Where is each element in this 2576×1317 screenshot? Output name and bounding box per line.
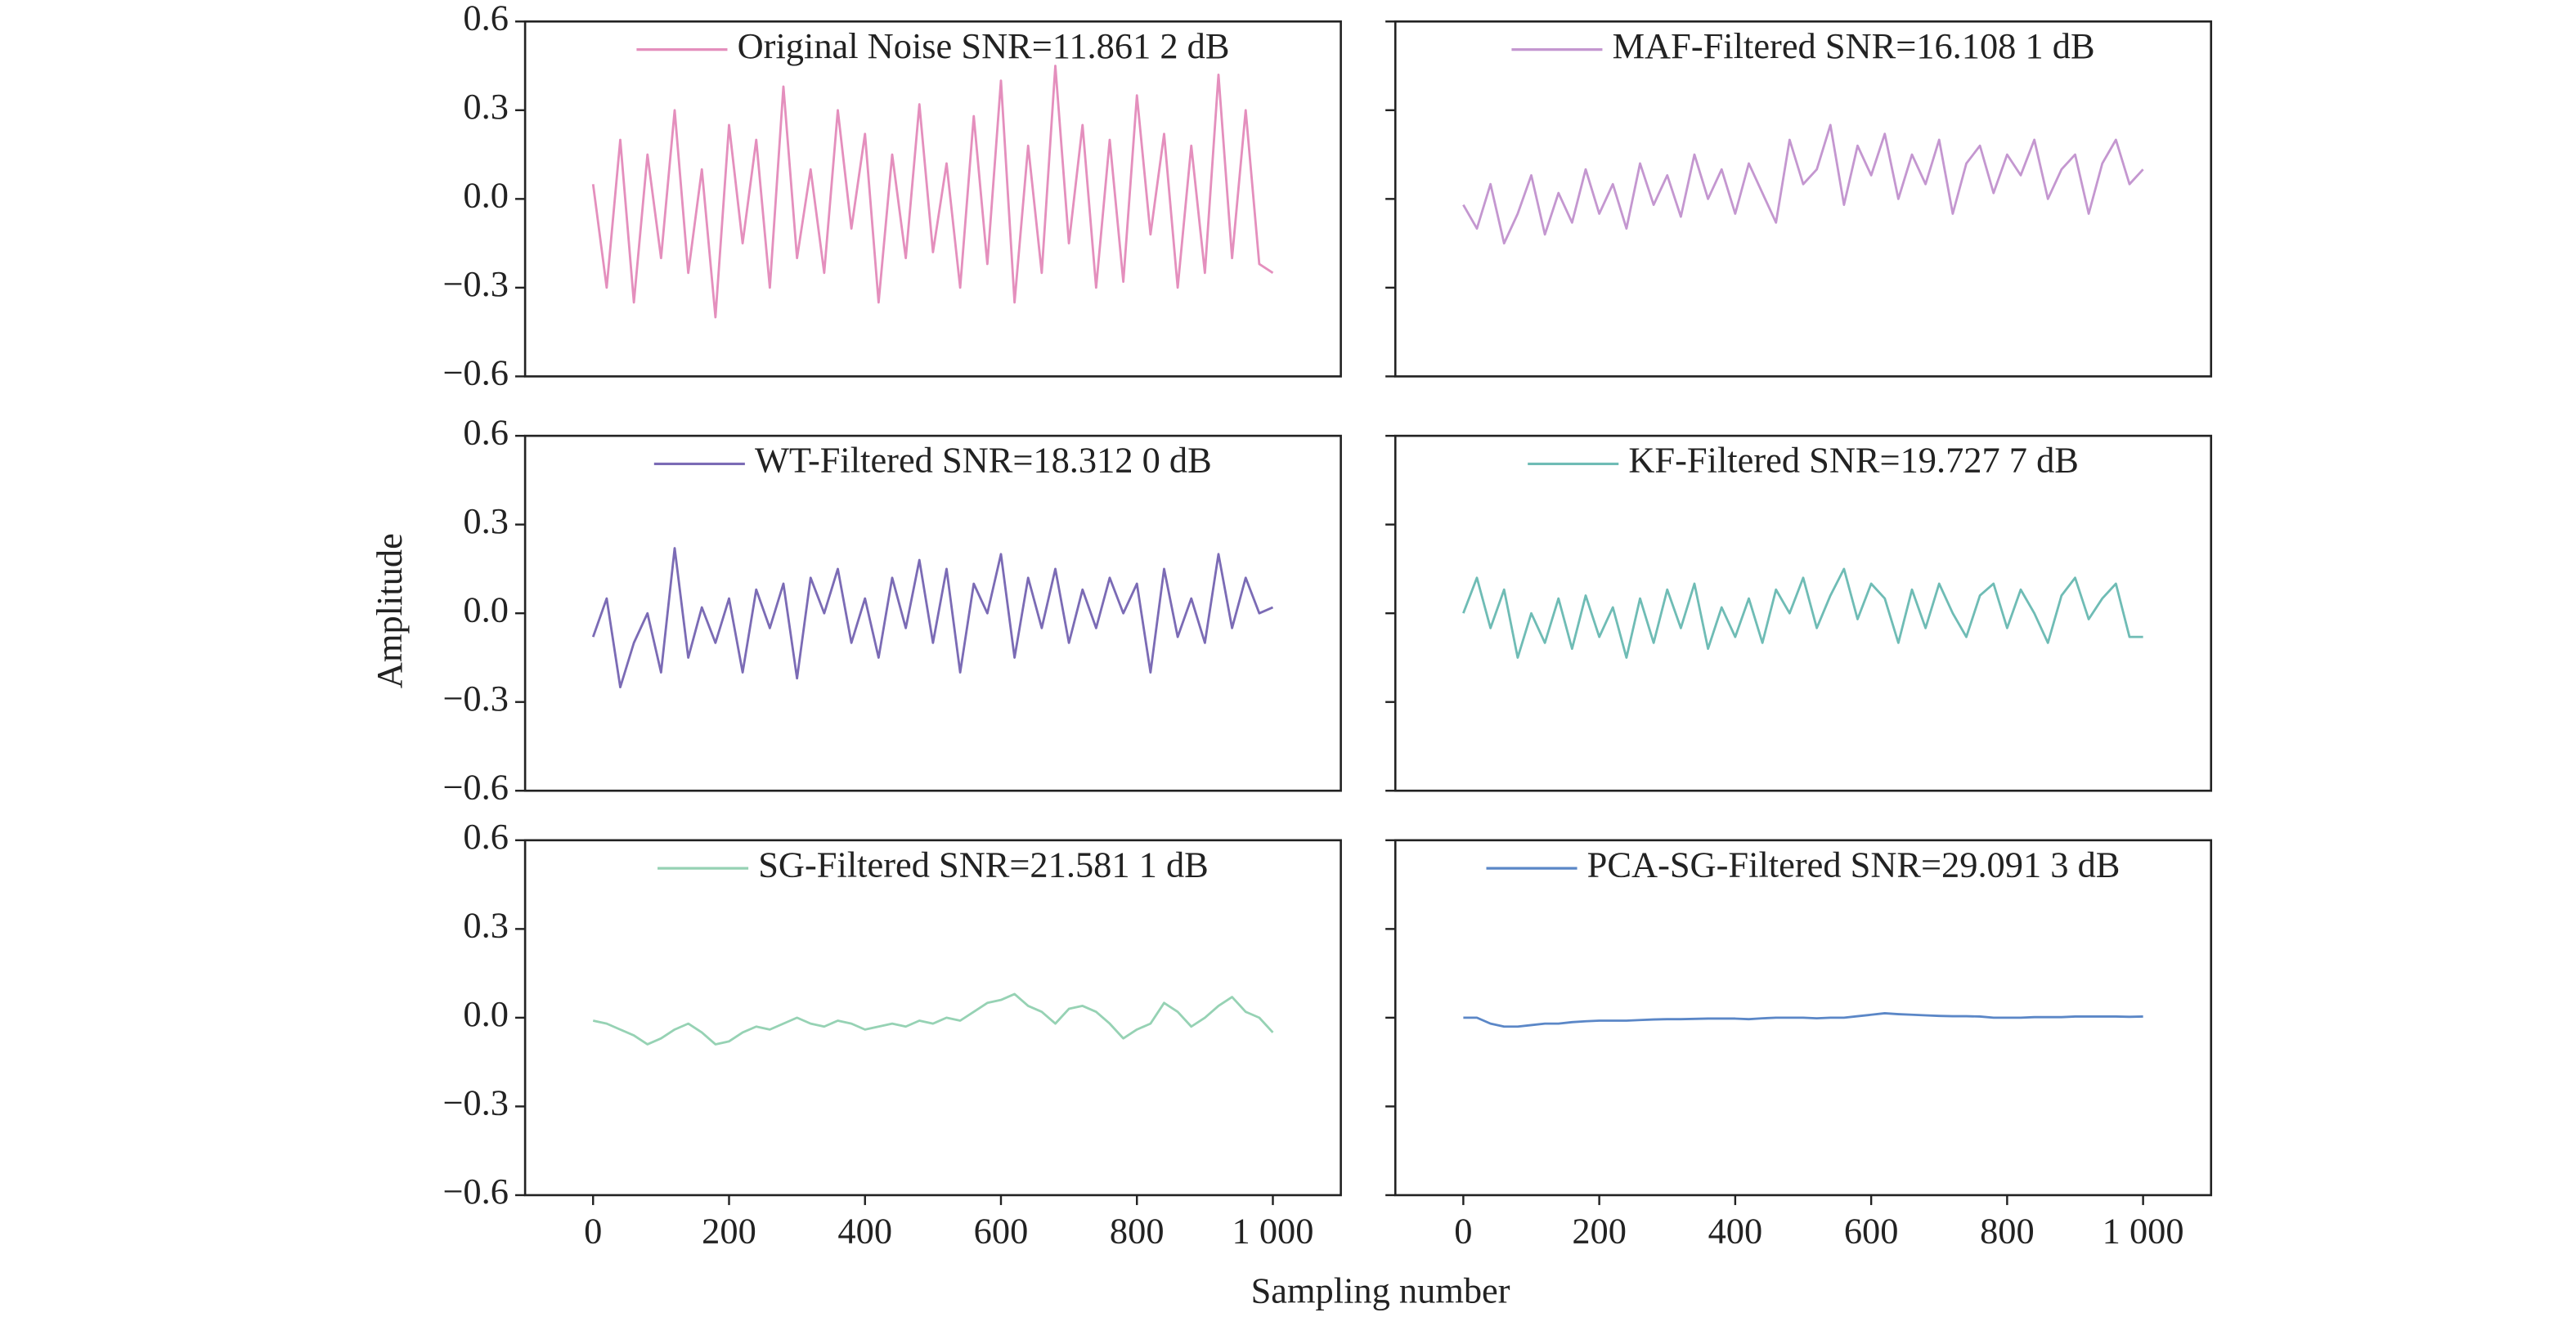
x-tick-label: 0 bbox=[1454, 1211, 1472, 1252]
x-tick-label: 200 bbox=[1572, 1211, 1627, 1252]
plot-frame bbox=[523, 839, 1342, 1197]
legend: PCA-SG-Filtered SNR=29.091 3 dB bbox=[1486, 844, 2120, 885]
legend: Original Noise SNR=11.861 2 dB bbox=[636, 25, 1230, 66]
plot-frame bbox=[1393, 20, 2213, 378]
legend-label: MAF-Filtered SNR=16.108 1 dB bbox=[1613, 25, 2095, 66]
data-line bbox=[1462, 567, 2143, 659]
y-tick-label: 0.3 bbox=[463, 500, 509, 541]
y-tick-label: 0.0 bbox=[463, 175, 509, 216]
legend-label: SG-Filtered SNR=21.581 1 dB bbox=[758, 844, 1209, 885]
x-axis-label: Sampling number bbox=[1251, 1270, 1510, 1310]
x-tick-label: 400 bbox=[837, 1211, 892, 1252]
data-line bbox=[591, 65, 1274, 319]
y-tick-label: −0.3 bbox=[442, 1082, 509, 1123]
y-tick-label: 0.3 bbox=[463, 905, 509, 946]
data-line bbox=[591, 547, 1274, 689]
x-tick-label: 400 bbox=[1708, 1211, 1763, 1252]
y-tick-label: 0.6 bbox=[463, 816, 509, 857]
x-tick-label: 1 000 bbox=[1232, 1211, 1314, 1252]
x-tick-label: 600 bbox=[974, 1211, 1029, 1252]
x-tick-label: 200 bbox=[702, 1211, 756, 1252]
x-tick-label: 0 bbox=[584, 1211, 602, 1252]
x-tick-label: 800 bbox=[1110, 1211, 1165, 1252]
legend: KF-Filtered SNR=19.727 7 dB bbox=[1528, 440, 2079, 481]
y-tick-label: −0.6 bbox=[442, 766, 509, 807]
y-tick-label: −0.6 bbox=[442, 1171, 509, 1212]
legend: WT-Filtered SNR=18.312 0 dB bbox=[653, 440, 1212, 481]
legend-label: PCA-SG-Filtered SNR=29.091 3 dB bbox=[1587, 844, 2120, 885]
y-tick-label: 0.6 bbox=[463, 411, 509, 452]
data-line bbox=[592, 992, 1274, 1046]
y-tick-label: 0.0 bbox=[463, 589, 509, 629]
x-tick-label: 600 bbox=[1844, 1211, 1899, 1252]
data-line bbox=[1462, 123, 2144, 245]
legend-label: Original Noise SNR=11.861 2 dB bbox=[738, 25, 1230, 66]
y-tick-label: −0.3 bbox=[442, 263, 509, 304]
plot-frame bbox=[1393, 434, 2213, 792]
legend: SG-Filtered SNR=21.581 1 dB bbox=[657, 844, 1209, 885]
y-tick-label: −0.3 bbox=[442, 678, 509, 719]
y-tick-label: 0.0 bbox=[463, 993, 509, 1034]
legend-label: KF-Filtered SNR=19.727 7 dB bbox=[1628, 440, 2079, 481]
y-tick-label: 0.6 bbox=[463, 0, 509, 38]
y-tick-label: 0.3 bbox=[463, 86, 509, 127]
legend: MAF-Filtered SNR=16.108 1 dB bbox=[1511, 25, 2095, 66]
x-tick-label: 1 000 bbox=[2103, 1211, 2184, 1252]
legend-label: WT-Filtered SNR=18.312 0 dB bbox=[755, 440, 1212, 481]
y-tick-label: −0.6 bbox=[442, 352, 509, 393]
data-line bbox=[1463, 1012, 2143, 1028]
y-axis-label: Amplitude bbox=[369, 533, 410, 688]
x-tick-label: 800 bbox=[1980, 1211, 2035, 1252]
